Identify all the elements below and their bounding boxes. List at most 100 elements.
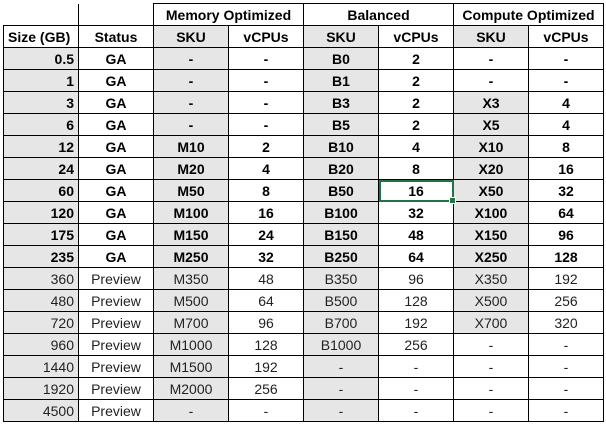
table-cell[interactable]: 8	[228, 179, 304, 202]
table-cell[interactable]: -	[153, 47, 229, 70]
table-cell[interactable]: -	[528, 377, 604, 400]
table-cell[interactable]: GA	[78, 179, 154, 202]
table-cell[interactable]: X10	[453, 135, 529, 158]
table-cell[interactable]: 64	[528, 201, 604, 224]
table-cell[interactable]: X100	[453, 201, 529, 224]
table-cell[interactable]: B700	[303, 311, 379, 334]
table-cell[interactable]: -	[453, 69, 529, 92]
table-cell[interactable]: 480	[3, 289, 79, 312]
table-cell[interactable]: M2000	[153, 377, 229, 400]
table-cell[interactable]: 128	[528, 245, 604, 268]
table-cell[interactable]: 4	[528, 91, 604, 114]
table-cell[interactable]: -	[528, 333, 604, 356]
table-cell[interactable]: 16	[228, 201, 304, 224]
table-cell[interactable]: M50	[153, 179, 229, 202]
table-cell[interactable]: -	[228, 113, 304, 136]
table-cell[interactable]: 12	[3, 135, 79, 158]
table-cell[interactable]: M350	[153, 267, 229, 290]
table-cell[interactable]: GA	[78, 135, 154, 158]
table-cell[interactable]: B20	[303, 157, 379, 180]
table-cell[interactable]: 6	[3, 113, 79, 136]
table-cell[interactable]: -	[153, 399, 229, 422]
table-cell[interactable]: -	[528, 355, 604, 378]
table-cell[interactable]: 24	[228, 223, 304, 246]
table-cell[interactable]: 32	[528, 179, 604, 202]
table-cell[interactable]: 1920	[3, 377, 79, 400]
table-cell[interactable]: M250	[153, 245, 229, 268]
table-cell[interactable]: -	[303, 355, 379, 378]
table-cell[interactable]: -	[378, 399, 454, 422]
table-cell[interactable]: B250	[303, 245, 379, 268]
table-cell[interactable]: B50	[303, 179, 379, 202]
table-cell[interactable]: 175	[3, 223, 79, 246]
table-cell[interactable]: 720	[3, 311, 79, 334]
table-cell[interactable]: 4	[378, 135, 454, 158]
table-cell[interactable]: GA	[78, 201, 154, 224]
table-cell[interactable]: -	[453, 399, 529, 422]
table-cell[interactable]: X3	[453, 91, 529, 114]
table-cell[interactable]: 360	[3, 267, 79, 290]
table-cell[interactable]: 96	[228, 311, 304, 334]
column-header[interactable]: Status	[78, 25, 154, 48]
table-cell[interactable]: 192	[228, 355, 304, 378]
table-cell[interactable]: -	[228, 91, 304, 114]
group-compute-optimized[interactable]: Compute Optimized	[453, 3, 604, 26]
table-cell[interactable]: 235	[3, 245, 79, 268]
table-cell[interactable]: -	[453, 377, 529, 400]
table-cell[interactable]: X150	[453, 223, 529, 246]
table-cell[interactable]: 256	[528, 289, 604, 312]
table-cell[interactable]: M1500	[153, 355, 229, 378]
table-cell[interactable]: M150	[153, 223, 229, 246]
table-cell[interactable]: 2	[378, 69, 454, 92]
table-cell[interactable]: 32	[228, 245, 304, 268]
table-cell[interactable]: -	[303, 377, 379, 400]
empty-cell[interactable]	[3, 3, 79, 26]
table-cell[interactable]: M100	[153, 201, 229, 224]
table-cell[interactable]: -	[153, 69, 229, 92]
table-cell[interactable]: GA	[78, 91, 154, 114]
table-cell[interactable]: GA	[78, 157, 154, 180]
table-cell[interactable]: M10	[153, 135, 229, 158]
table-cell[interactable]: Preview	[78, 333, 154, 356]
table-cell[interactable]: 24	[3, 157, 79, 180]
table-cell[interactable]: -	[528, 47, 604, 70]
table-cell[interactable]: 2	[378, 91, 454, 114]
table-cell[interactable]: B5	[303, 113, 379, 136]
table-cell[interactable]: X20	[453, 157, 529, 180]
table-cell[interactable]: Preview	[78, 311, 154, 334]
table-cell[interactable]: B10	[303, 135, 379, 158]
group-memory-optimized[interactable]: Memory Optimized	[153, 3, 304, 26]
table-cell[interactable]: 120	[3, 201, 79, 224]
table-cell[interactable]: -	[378, 377, 454, 400]
table-cell[interactable]: B350	[303, 267, 379, 290]
table-cell[interactable]: 16	[378, 179, 457, 205]
table-cell[interactable]: 2	[378, 47, 454, 70]
column-header[interactable]: SKU	[453, 25, 529, 48]
table-cell[interactable]: X350	[453, 267, 529, 290]
table-cell[interactable]: -	[453, 47, 529, 70]
table-cell[interactable]: 48	[378, 223, 454, 246]
table-cell[interactable]: -	[228, 47, 304, 70]
table-cell[interactable]: 128	[378, 289, 454, 312]
table-cell[interactable]: 60	[3, 179, 79, 202]
table-cell[interactable]: 192	[528, 267, 604, 290]
table-cell[interactable]: B1000	[303, 333, 379, 356]
column-header[interactable]: vCPUs	[378, 25, 454, 48]
table-cell[interactable]: Preview	[78, 289, 154, 312]
table-cell[interactable]: 64	[228, 289, 304, 312]
table-cell[interactable]: 128	[228, 333, 304, 356]
table-cell[interactable]: -	[153, 91, 229, 114]
table-cell[interactable]: 2	[228, 135, 304, 158]
table-cell[interactable]: B1	[303, 69, 379, 92]
table-cell[interactable]: -	[228, 69, 304, 92]
table-cell[interactable]: 4	[528, 113, 604, 136]
table-cell[interactable]: 320	[528, 311, 604, 334]
table-cell[interactable]: X500	[453, 289, 529, 312]
table-cell[interactable]: M1000	[153, 333, 229, 356]
table-cell[interactable]: M20	[153, 157, 229, 180]
table-cell[interactable]: 48	[228, 267, 304, 290]
table-cell[interactable]: 1	[3, 69, 79, 92]
table-cell[interactable]: 960	[3, 333, 79, 356]
table-cell[interactable]: X50	[453, 179, 529, 202]
table-cell[interactable]: -	[453, 355, 529, 378]
